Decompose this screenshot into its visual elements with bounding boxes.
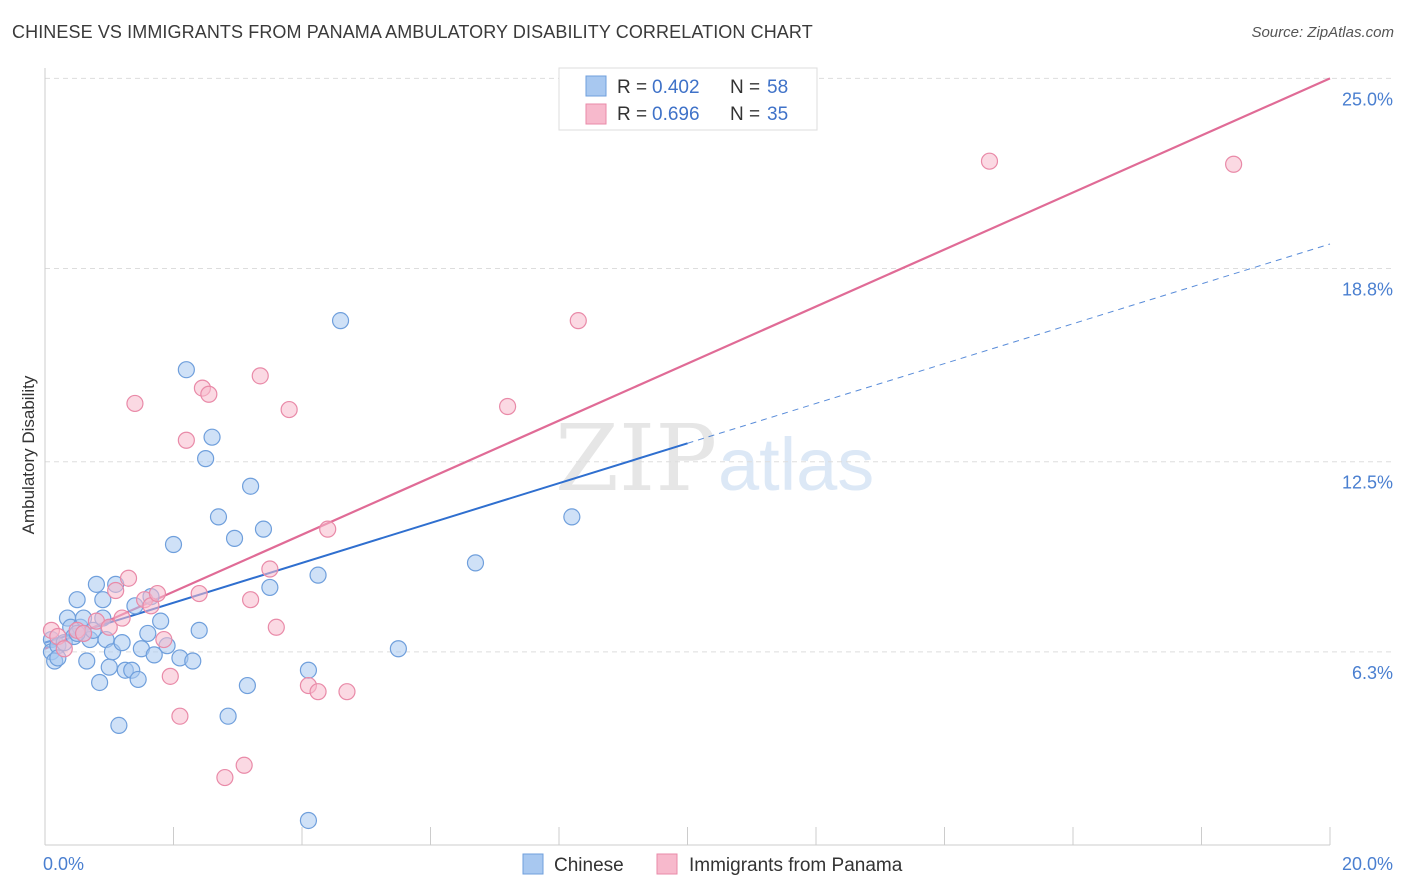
legend-n-label-1: N = — [730, 77, 760, 98]
point-panama — [319, 520, 337, 538]
point-panama — [267, 618, 285, 636]
point-chinese — [466, 554, 485, 572]
axes — [44, 68, 1331, 846]
point-panama — [155, 630, 173, 649]
point-chinese — [389, 640, 407, 658]
point-panama — [338, 683, 356, 701]
point-chinese — [225, 529, 244, 547]
point-chinese — [331, 312, 350, 330]
legend-r-label-2: R = — [617, 104, 647, 125]
point-chinese — [152, 612, 170, 630]
point-chinese — [78, 652, 96, 670]
point-panama — [1225, 155, 1243, 173]
bottom-legend-swatch-panama — [656, 853, 678, 875]
bottom-legend-label-panama: Immigrants from Panama — [689, 855, 903, 876]
svg-text:atlas: atlas — [718, 423, 874, 506]
legend-swatch-panama — [585, 103, 607, 125]
point-chinese — [87, 575, 106, 593]
legend-r-value-2: 0.696 — [652, 104, 700, 125]
trend-line-chinese-extension — [687, 243, 1331, 444]
x-tick-label: 20.0% — [1342, 854, 1393, 874]
point-chinese — [203, 428, 221, 446]
point-chinese — [184, 652, 202, 670]
point-panama — [107, 581, 125, 600]
point-panama — [119, 569, 138, 587]
point-chinese — [177, 361, 195, 379]
point-chinese — [563, 508, 581, 526]
y-tick-label: 25.0% — [1342, 89, 1393, 109]
point-panama — [499, 397, 517, 416]
point-panama — [569, 312, 587, 330]
point-chinese — [261, 578, 279, 597]
point-panama — [161, 667, 179, 685]
point-chinese — [110, 716, 128, 735]
point-chinese — [254, 520, 273, 538]
x-tick-label: 0.0% — [43, 854, 84, 874]
point-panama — [190, 584, 208, 603]
bottom-legend-swatch-chinese — [522, 853, 544, 875]
point-panama — [126, 394, 144, 413]
point-chinese — [299, 661, 318, 679]
point-panama — [55, 640, 73, 658]
point-chinese — [91, 673, 109, 692]
point-panama — [148, 584, 167, 603]
x-tick-labels: 0.0% 20.0% — [43, 854, 1393, 874]
watermark: ZIP atlas — [555, 405, 874, 512]
point-panama — [200, 385, 218, 403]
point-panama — [74, 624, 93, 643]
point-chinese — [190, 621, 208, 639]
legend-swatch-chinese — [585, 75, 607, 97]
data-points — [42, 152, 1243, 830]
point-chinese — [94, 591, 112, 609]
chart-title: CHINESE VS IMMIGRANTS FROM PANAMA AMBULA… — [12, 22, 813, 42]
y-tick-labels: 6.3% 12.5% 18.8% 25.0% — [1342, 89, 1393, 682]
point-chinese — [242, 477, 260, 495]
point-panama — [235, 756, 253, 774]
legend-r-value-1: 0.402 — [652, 77, 700, 98]
point-chinese — [197, 450, 215, 468]
point-chinese — [219, 707, 237, 725]
legend-n-value-2: 35 — [767, 104, 788, 125]
y-tick-label: 6.3% — [1352, 663, 1393, 683]
point-panama — [280, 400, 298, 419]
legend-n-value-1: 58 — [767, 77, 788, 98]
legend-r-label-1: R = — [617, 77, 647, 98]
point-chinese — [139, 624, 157, 643]
point-panama — [980, 152, 999, 170]
y-tick-label: 18.8% — [1342, 280, 1393, 300]
point-panama — [309, 683, 327, 701]
legend: R = 0.402 N = 58 R = 0.696 N = 35 — [558, 67, 818, 131]
point-chinese — [209, 508, 228, 526]
trend-line-chinese — [44, 442, 688, 644]
point-chinese — [129, 670, 147, 689]
point-panama — [242, 591, 260, 609]
point-chinese — [309, 566, 327, 584]
point-chinese — [68, 591, 86, 609]
bottom-legend: Chinese Immigrants from Panama — [522, 853, 903, 876]
point-chinese — [299, 811, 318, 830]
point-panama — [177, 431, 195, 449]
point-chinese — [238, 676, 256, 695]
point-chinese — [145, 646, 163, 664]
point-panama — [171, 707, 189, 725]
trend-lines — [44, 77, 1331, 650]
point-chinese — [100, 658, 118, 676]
y-tick-label: 12.5% — [1342, 473, 1393, 493]
trend-line-panama — [44, 77, 1331, 650]
legend-n-label-2: N = — [730, 104, 760, 125]
point-panama — [113, 609, 131, 627]
grid-lines — [45, 77, 1392, 653]
y-axis-label: Ambulatory Disability — [19, 375, 38, 534]
point-panama — [251, 367, 269, 385]
source-credit: Source: ZipAtlas.com — [1251, 24, 1394, 41]
point-chinese — [164, 535, 183, 554]
point-panama — [216, 768, 234, 787]
bottom-legend-label-chinese: Chinese — [554, 855, 624, 876]
point-panama — [261, 560, 279, 578]
point-panama — [100, 618, 118, 636]
point-chinese — [113, 634, 131, 652]
